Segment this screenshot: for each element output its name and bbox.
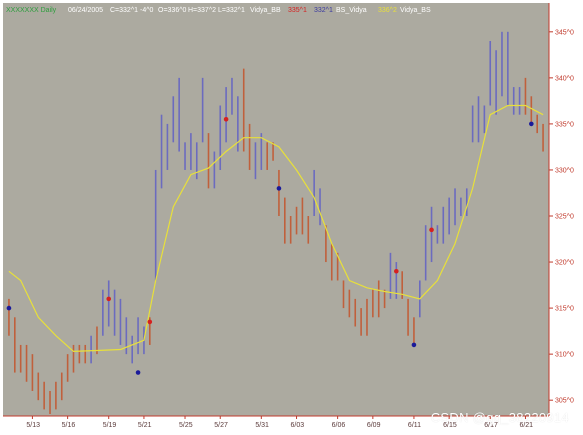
time-axis: 5/13 5/16 5/19 5/21 5/25 5/27 5/31 6/03 6/06 6/09… <box>26 416 533 429</box>
header-symbol: XXXXXXX Daily <box>6 7 57 14</box>
time-tick-label: 6/03 <box>291 422 305 429</box>
time-tick-label: 5/31 <box>255 422 269 429</box>
buy-signal-dot <box>276 186 282 191</box>
header-ind1-value: 335^1 <box>288 7 307 14</box>
header-ind1: Vidya_BB <box>250 7 281 14</box>
header-ind2: BS_Vidya <box>336 7 367 14</box>
buy-signal-dot <box>529 121 534 127</box>
price-tick-label: 315^0 <box>555 306 574 313</box>
header-open: O=336^0 <box>158 7 186 14</box>
ohlc-bars <box>8 31 544 414</box>
time-tick-label: 5/21 <box>138 422 152 429</box>
price-axis-background <box>549 3 579 416</box>
header-low: L=332^1 <box>218 7 245 14</box>
buy-signal-dot <box>6 305 12 311</box>
header-ind3: Vidya_BS <box>400 7 431 14</box>
time-tick-label: 5/25 <box>179 422 193 429</box>
sell-signal-dot <box>394 268 399 274</box>
time-tick-label: 6/11 <box>408 422 421 429</box>
chart-header: XXXXXXX Daily 06/24/2005 C=332^1 -4^0 O=… <box>6 7 431 14</box>
vidya-line <box>8 104 544 353</box>
sell-signal-dot <box>106 296 112 302</box>
price-tick-label: 310^0 <box>555 352 574 359</box>
signal-dots <box>6 117 534 375</box>
header-change: -4^0 <box>140 7 154 14</box>
time-tick-label: 6/17 <box>484 422 498 429</box>
time-tick-label: 5/16 <box>62 422 76 429</box>
time-tick-label: 5/27 <box>214 422 228 429</box>
price-tick-label: 320^0 <box>555 260 574 267</box>
buy-signal-dot <box>135 370 141 375</box>
price-tick-label: 340^0 <box>555 75 574 82</box>
time-tick-label: 6/06 <box>332 422 346 429</box>
buy-signal-dot <box>411 342 417 348</box>
price-tick-label: 305^0 <box>555 398 574 405</box>
watermark-text: CSDN @qq_38220914 <box>430 410 569 425</box>
sell-signal-dot <box>429 227 434 233</box>
price-tick-label: 345^0 <box>555 29 574 36</box>
time-tick-label: 6/21 <box>519 422 533 429</box>
price-axis: 345^0 340^0 335^0 330^0 325^0 320^0 315^0 310^0… <box>549 29 574 405</box>
time-tick-label: 6/15 <box>443 422 457 429</box>
header-date: 06/24/2005 <box>68 7 103 14</box>
price-tick-label: 330^0 <box>555 167 574 174</box>
header-close: C=332^1 <box>110 7 138 14</box>
price-tick-label: 325^0 <box>555 214 574 221</box>
time-tick-label: 5/19 <box>103 422 117 429</box>
sell-signal-dot <box>223 117 229 122</box>
header-high: H=337^2 <box>188 7 216 14</box>
header-ind3-value: 336^2 <box>378 7 397 14</box>
sell-signal-dot <box>147 319 153 325</box>
time-tick-label: 5/13 <box>26 422 40 429</box>
time-tick-label: 6/09 <box>367 422 381 429</box>
header-ind2-value: 332^1 <box>314 7 333 14</box>
price-tick-label: 335^0 <box>555 121 574 128</box>
plot-background <box>3 3 549 416</box>
